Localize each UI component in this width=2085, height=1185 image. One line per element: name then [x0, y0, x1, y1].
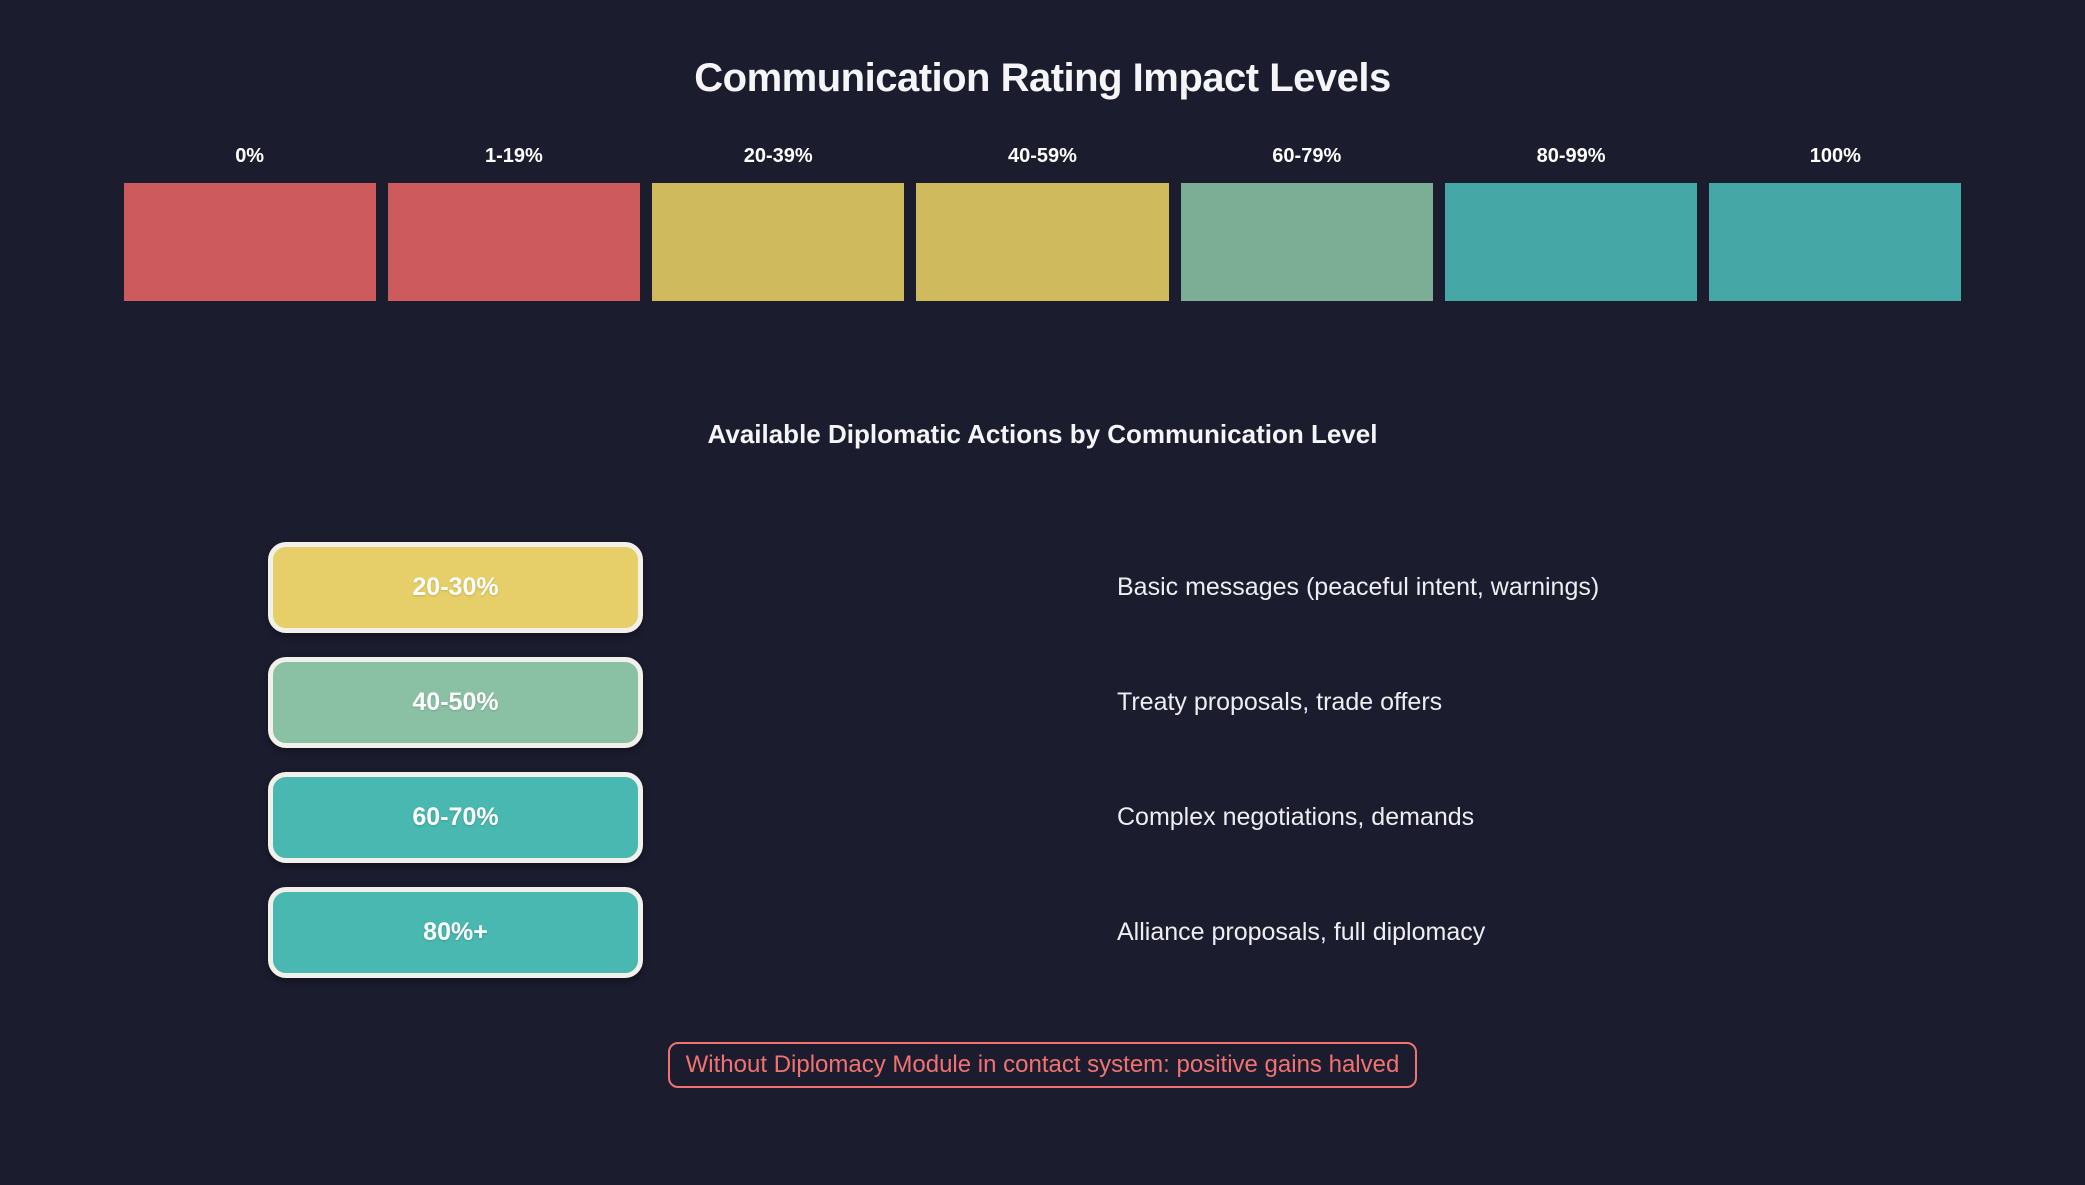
actions-list: 20-30% Basic messages (peaceful intent, … — [0, 542, 2085, 978]
scale-item: 60-79% — [1180, 145, 1433, 301]
scale-label: 100% — [1809, 145, 1861, 167]
scale-swatch — [123, 183, 376, 301]
action-row: 40-50% Treaty proposals, trade offers — [268, 657, 2085, 748]
footnote-container: Without Diplomacy Module in contact syst… — [0, 1042, 2085, 1088]
action-row: 80%+ Alliance proposals, full diplomacy — [268, 887, 2085, 978]
scale-item: 20-39% — [652, 145, 905, 301]
scale-swatch — [1444, 183, 1698, 301]
scale-swatch — [1709, 183, 1962, 301]
scale-item: 1-19% — [387, 145, 641, 301]
action-description: Alliance proposals, full diplomacy — [1117, 918, 1486, 946]
scale-swatch — [652, 183, 905, 301]
impact-scale: 0% 1-19% 20-39% 40-59% 60-79% 80-99% 100… — [123, 145, 1962, 301]
section-title: Available Diplomatic Actions by Communic… — [707, 419, 1378, 449]
scale-label: 1-19% — [485, 145, 543, 167]
action-description: Complex negotiations, demands — [1117, 803, 1475, 831]
action-row: 60-70% Complex negotiations, demands — [268, 772, 2085, 863]
action-range-badge: 60-70% — [268, 772, 643, 863]
scale-item: 0% — [123, 145, 376, 301]
action-range-badge: 20-30% — [268, 542, 643, 633]
scale-label: 40-59% — [1008, 145, 1077, 167]
scale-swatch — [387, 183, 641, 301]
scale-item: 80-99% — [1444, 145, 1698, 301]
scale-item: 100% — [1709, 145, 1962, 301]
action-description: Treaty proposals, trade offers — [1117, 688, 1443, 716]
action-range-badge: 80%+ — [268, 887, 643, 978]
scale-swatch — [916, 183, 1169, 301]
action-row: 20-30% Basic messages (peaceful intent, … — [268, 542, 2085, 633]
scale-swatch — [1180, 183, 1433, 301]
scale-item: 40-59% — [916, 145, 1169, 301]
action-range-badge: 40-50% — [268, 657, 643, 748]
action-description: Basic messages (peaceful intent, warning… — [1117, 573, 1600, 601]
page-title: Communication Rating Impact Levels — [694, 56, 1391, 100]
scale-label: 0% — [235, 145, 265, 167]
diplomacy-module-note: Without Diplomacy Module in contact syst… — [667, 1042, 1418, 1088]
scale-label: 20-39% — [743, 145, 813, 167]
scale-label: 80-99% — [1536, 145, 1606, 167]
scale-label: 60-79% — [1272, 145, 1342, 167]
